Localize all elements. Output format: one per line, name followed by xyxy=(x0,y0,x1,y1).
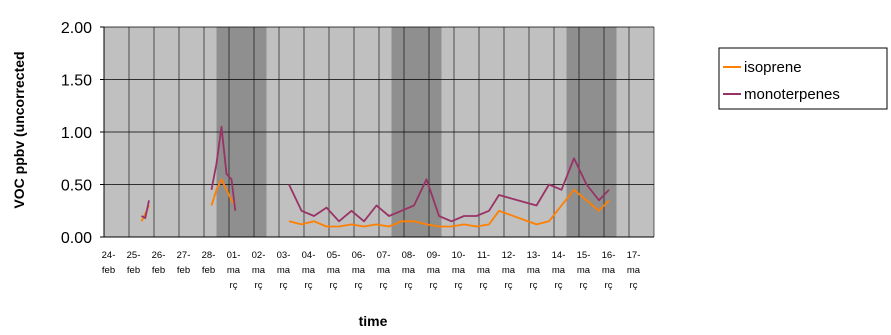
series-line-isoprene-segment-2 xyxy=(210,178,237,207)
y-tick-labels: 0.00 0.50 1.00 1.50 2.00 xyxy=(61,20,104,247)
x-tick-label: 26-feb xyxy=(152,250,166,276)
x-tick-label: 09-ma rç xyxy=(427,250,441,291)
x-tick-labels: 24-feb 25-feb 26-feb 27-feb 28-feb 01-ma rç 02-… xyxy=(102,250,641,291)
y-tick-label: 1.00 xyxy=(61,125,92,142)
y-tick-label: 0.00 xyxy=(61,230,92,247)
legend: isoprene monoterpenes xyxy=(718,47,888,110)
x-tick-label: 24-feb xyxy=(102,250,116,276)
x-tick-label: 12-ma rç xyxy=(502,250,516,291)
legend-frame xyxy=(718,47,888,110)
x-tick-label: 05-ma rç xyxy=(327,250,341,291)
x-tick-label: 11-ma rç xyxy=(477,250,491,291)
x-axis-title: time xyxy=(359,313,388,329)
x-tick-label: 13-ma rç xyxy=(527,250,541,291)
x-tick-label: 28-feb xyxy=(202,250,216,276)
x-tick-label: 01-ma rç xyxy=(227,250,241,291)
series-line-monoterpenes-segment-2 xyxy=(210,125,237,211)
x-tick-label: 25-feb xyxy=(127,250,141,276)
series-line-isoprene-segment-3 xyxy=(288,188,610,228)
series-line-monoterpenes-segment-3 xyxy=(288,157,610,223)
y-axis-title: VOC ppbv (uncorrected xyxy=(11,51,27,208)
x-tick-label: 14-ma rç xyxy=(552,250,566,291)
legend-label-isoprene: isoprene xyxy=(744,59,802,76)
y-tick-label: 1.50 xyxy=(61,73,92,90)
y-tick-label: 0.50 xyxy=(61,178,92,195)
legend-label-monoterpenes: monoterpenes xyxy=(744,86,840,103)
x-tick-label: 06-ma rç xyxy=(352,250,366,291)
series-layer xyxy=(140,125,610,228)
x-tick-label: 04-ma rç xyxy=(302,250,316,291)
x-tick-label: 08-ma rç xyxy=(402,250,416,291)
x-tick-label: 02-ma rç xyxy=(252,250,266,291)
x-tick-label: 10-ma rç xyxy=(452,250,466,291)
x-tick-label: 15-ma rç xyxy=(577,250,591,291)
x-tick-label: 27-feb xyxy=(177,250,191,276)
x-tick-label: 07-ma rç xyxy=(377,250,391,291)
x-tick-label: 17-ma rç xyxy=(627,250,641,291)
x-tick-label: 03-ma rç xyxy=(277,250,291,291)
x-tick-label: 16-ma rç xyxy=(602,250,616,291)
y-tick-label: 2.00 xyxy=(61,20,92,37)
series-line-monoterpenes-segment-1 xyxy=(141,200,150,220)
